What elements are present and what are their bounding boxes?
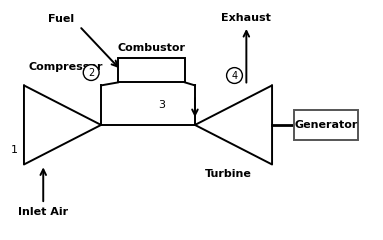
Text: Combustor: Combustor (118, 43, 185, 53)
Text: 4: 4 (231, 71, 237, 81)
Text: Compressor: Compressor (29, 62, 103, 72)
Bar (294, 110, 358, 140)
Text: Exhaust: Exhaust (221, 13, 271, 23)
Text: Turbine: Turbine (205, 169, 252, 180)
Circle shape (83, 65, 99, 80)
Circle shape (227, 68, 242, 84)
Text: Inlet Air: Inlet Air (18, 207, 68, 217)
Text: Generator: Generator (294, 120, 358, 130)
Text: Fuel: Fuel (48, 14, 74, 24)
Text: 1: 1 (11, 145, 18, 155)
Text: 2: 2 (88, 67, 94, 78)
Bar (118, 58, 185, 82)
Text: 3: 3 (159, 100, 165, 110)
